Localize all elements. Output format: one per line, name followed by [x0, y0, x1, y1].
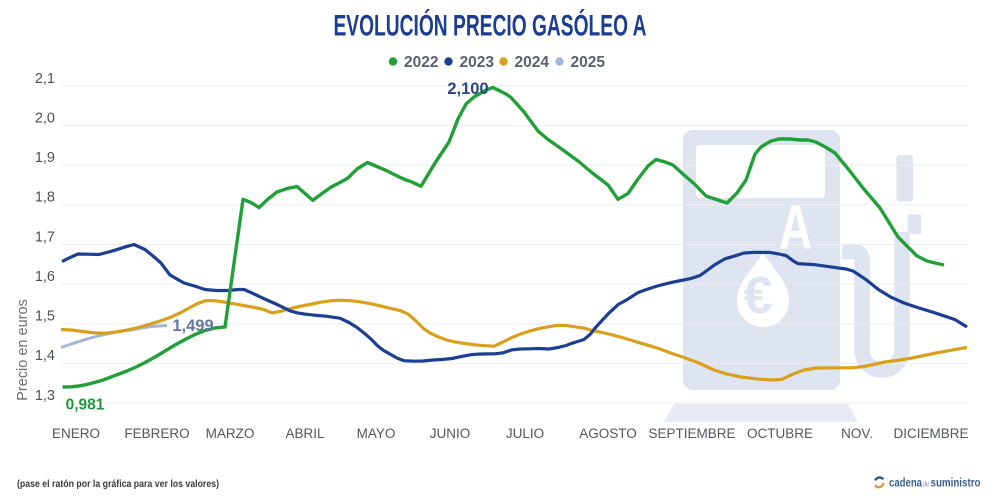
- svg-text:2023: 2023: [460, 54, 495, 71]
- svg-text:1,4: 1,4: [35, 348, 55, 364]
- svg-text:Precio en euros: Precio en euros: [15, 299, 31, 401]
- svg-text:SEPTIEMBRE: SEPTIEMBRE: [648, 426, 735, 441]
- svg-text:JUNIO: JUNIO: [430, 426, 471, 441]
- svg-text:ENERO: ENERO: [52, 426, 100, 441]
- svg-text:(pase el ratón por la gráfica: (pase el ratón por la gráfica para ver l…: [17, 478, 219, 490]
- svg-text:AGOSTO: AGOSTO: [579, 426, 637, 441]
- svg-text:NOV.: NOV.: [841, 426, 873, 441]
- svg-text:2025: 2025: [571, 54, 606, 71]
- svg-text:MAYO: MAYO: [357, 426, 396, 441]
- svg-text:A: A: [779, 192, 813, 262]
- svg-text:1,5: 1,5: [35, 309, 55, 325]
- svg-text:1,7: 1,7: [35, 229, 55, 245]
- svg-text:suministro: suministro: [931, 476, 981, 490]
- svg-text:2,100: 2,100: [447, 80, 488, 98]
- svg-text:FEBRERO: FEBRERO: [124, 426, 189, 441]
- svg-text:cadena: cadena: [889, 476, 922, 490]
- svg-text:EVOLUCIÓN PRECIO GASÓLEO A: EVOLUCIÓN PRECIO GASÓLEO A: [334, 9, 647, 43]
- svg-text:2024: 2024: [515, 54, 550, 71]
- svg-text:1,6: 1,6: [35, 269, 55, 285]
- svg-text:DICIEMBRE: DICIEMBRE: [893, 426, 968, 441]
- svg-text:€: €: [744, 267, 773, 325]
- svg-text:2,1: 2,1: [35, 71, 55, 87]
- svg-text:2022: 2022: [404, 54, 438, 71]
- svg-text:1,9: 1,9: [35, 150, 55, 166]
- svg-text:1,3: 1,3: [35, 388, 55, 404]
- svg-text:ABRIL: ABRIL: [285, 426, 325, 441]
- svg-text:MARZO: MARZO: [206, 426, 255, 441]
- svg-text:JULIO: JULIO: [506, 426, 544, 441]
- svg-text:0,981: 0,981: [66, 397, 105, 414]
- svg-text:de: de: [923, 480, 930, 489]
- svg-text:OCTUBRE: OCTUBRE: [747, 426, 813, 441]
- svg-text:1,499: 1,499: [172, 317, 213, 335]
- svg-text:1,8: 1,8: [35, 190, 55, 206]
- svg-text:2,0: 2,0: [35, 110, 55, 126]
